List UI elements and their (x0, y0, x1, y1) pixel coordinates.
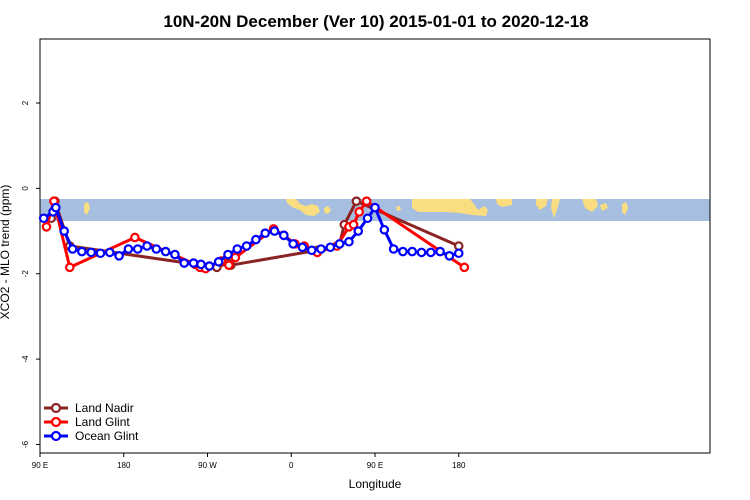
y-axis-label: XCO2 - MLO trend (ppm) (0, 185, 12, 320)
land-patch (536, 199, 548, 210)
data-point (297, 242, 308, 253)
x-tick-label: 90 E (367, 461, 383, 470)
land-patch (600, 203, 608, 211)
x-axis-label: Longitude (349, 477, 402, 491)
data-point (370, 202, 380, 213)
data-point (160, 246, 171, 257)
data-point (77, 246, 87, 257)
x-tick-label: 180 (452, 461, 466, 470)
data-point (38, 213, 49, 224)
data-point (132, 244, 143, 254)
legend-label: Land Glint (75, 415, 130, 429)
y-tick-label: -2 (21, 270, 30, 278)
data-point (86, 247, 96, 258)
data-point (51, 202, 61, 213)
data-point (407, 246, 418, 257)
data-point (316, 244, 326, 254)
data-point (435, 246, 445, 257)
data-point (104, 247, 115, 258)
data-point (188, 258, 199, 268)
data-point (224, 260, 234, 271)
data-point (388, 244, 399, 254)
y-axis: 2 0 -2 -4 -6 (21, 100, 40, 448)
data-point (59, 226, 69, 236)
data-point (459, 262, 470, 273)
data-point (361, 196, 372, 206)
data-point (325, 242, 336, 253)
data-point (232, 244, 243, 254)
land-patch (582, 199, 598, 212)
data-point (151, 244, 162, 254)
y-tick-label: -4 (21, 355, 30, 363)
data-point (95, 248, 106, 259)
data-point (362, 213, 373, 224)
data-point (64, 262, 75, 273)
data-point (170, 249, 180, 260)
data-point (348, 219, 359, 230)
data-point (279, 230, 289, 241)
data-point (142, 241, 152, 251)
data-point (344, 236, 354, 247)
data-point (334, 239, 345, 249)
legend-label: Ocean Glint (75, 429, 139, 443)
legend-marker (50, 416, 62, 428)
land-patch (551, 199, 560, 218)
data-point (114, 251, 124, 261)
data-point (398, 246, 408, 257)
legend-entry-land-glint: Land Glint (44, 415, 130, 429)
data-point (230, 252, 241, 263)
data-point (416, 247, 427, 258)
data-point (179, 258, 190, 268)
legend-marker (50, 430, 62, 442)
data-point (288, 239, 298, 249)
data-point (351, 196, 362, 206)
land-patch (412, 199, 488, 216)
series-layer (38, 196, 470, 274)
land-patch (396, 206, 401, 211)
land-patch (622, 202, 628, 215)
series-ocean-glint (38, 202, 464, 271)
land-patch (324, 206, 331, 214)
data-point (241, 241, 252, 251)
chart-title: 10N-20N December (Ver 10) 2015-01-01 to … (163, 12, 588, 31)
land-patch (84, 202, 90, 215)
data-point (426, 247, 436, 258)
x-tick-label: 90 W (198, 461, 217, 470)
data-point (354, 207, 364, 217)
land-shapes (84, 199, 628, 218)
data-point (41, 221, 52, 232)
data-point (251, 234, 261, 245)
data-point (123, 244, 134, 254)
data-point (213, 256, 224, 267)
data-point (444, 251, 455, 261)
legend-label: Land Nadir (75, 401, 134, 415)
legend-entry-ocean-glint: Ocean Glint (44, 429, 139, 443)
data-point (130, 232, 140, 243)
data-point (223, 249, 233, 260)
data-point (260, 228, 270, 238)
data-point (196, 259, 206, 270)
y-tick-label: 0 (21, 186, 30, 191)
data-point (204, 261, 215, 271)
x-tick-label: 0 (289, 461, 294, 470)
legend-entry-land-nadir: Land Nadir (44, 401, 134, 415)
data-point (379, 224, 390, 235)
y-tick-label: 2 (21, 100, 30, 105)
legend: Land Nadir Land Glint Ocean Glint (44, 401, 139, 443)
data-point (67, 244, 78, 254)
data-point (306, 245, 317, 256)
data-point (269, 226, 280, 236)
land-patch (286, 199, 320, 216)
data-point (353, 226, 364, 236)
legend-marker (50, 402, 62, 414)
x-tick-label: 90 E (32, 461, 48, 470)
data-point (453, 248, 464, 259)
y-tick-label: -6 (21, 440, 30, 448)
x-tick-label: 180 (117, 461, 131, 470)
x-axis: 90 E 180 90 W 0 90 E 180 (32, 453, 466, 470)
land-patch (496, 199, 512, 207)
